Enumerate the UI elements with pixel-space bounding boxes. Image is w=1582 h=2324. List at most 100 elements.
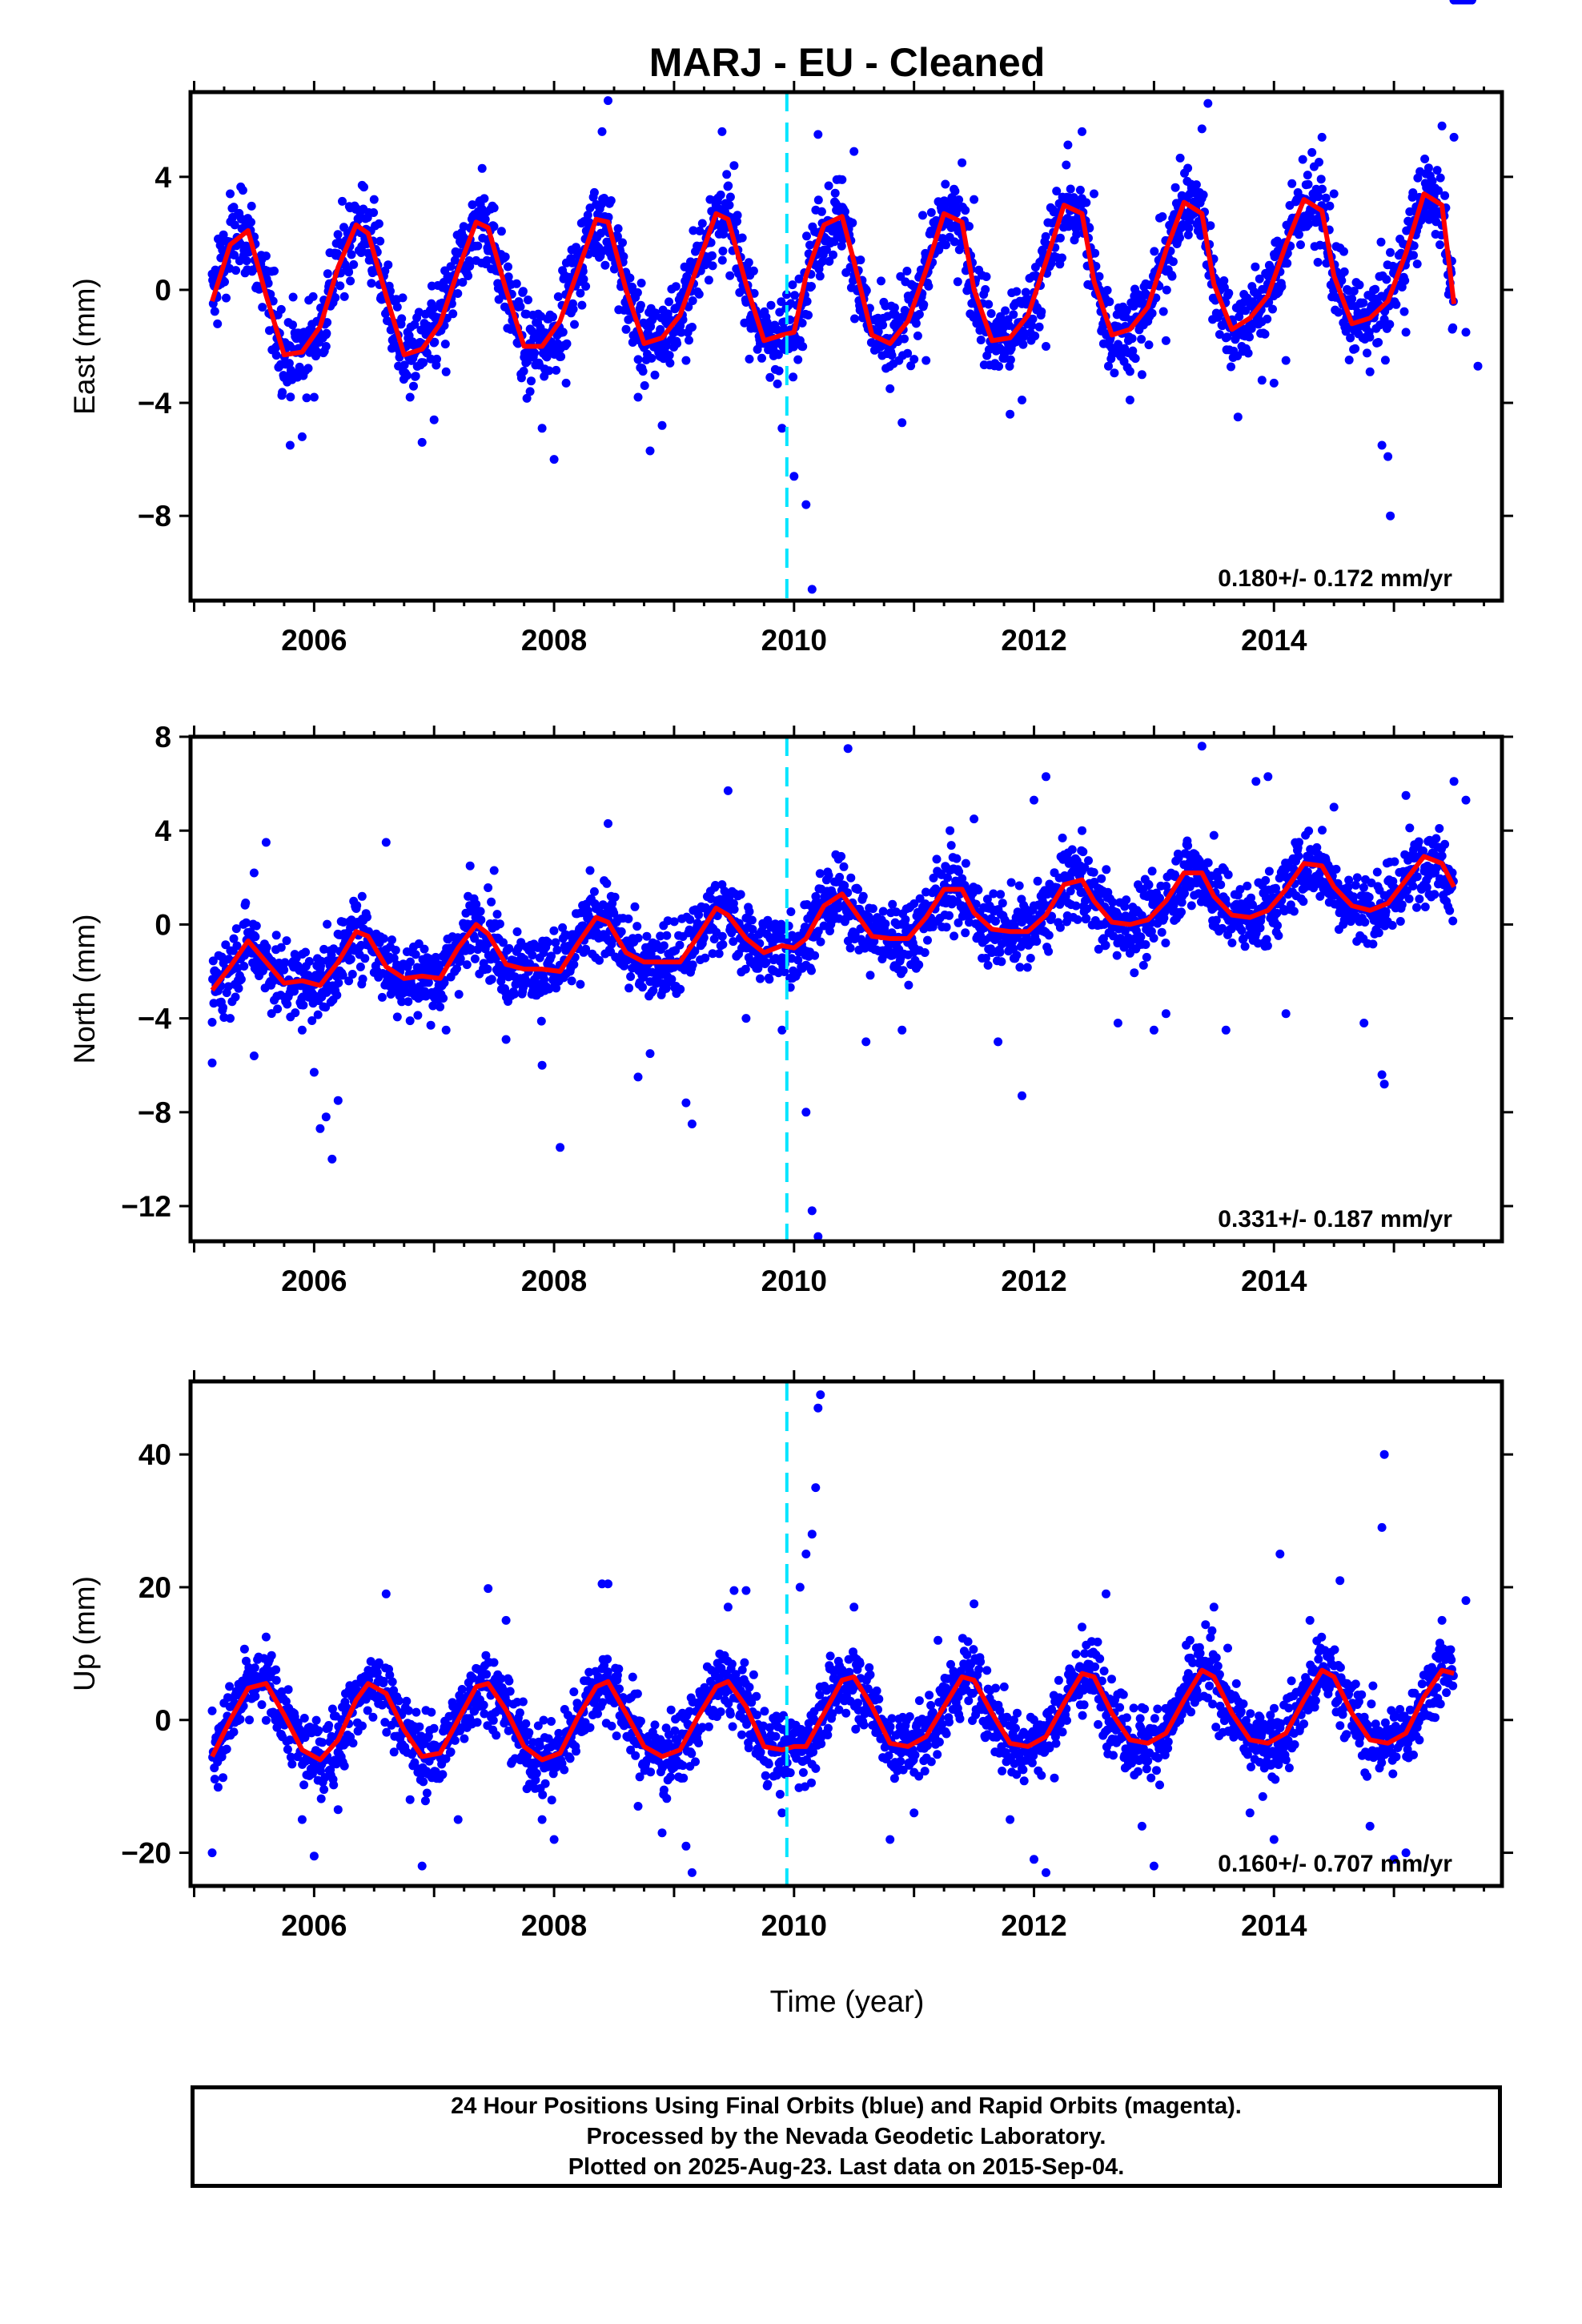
east-data-point	[1137, 370, 1146, 380]
east-data-point	[740, 318, 749, 328]
north-data-point	[405, 1016, 415, 1026]
east-data-point	[694, 289, 704, 299]
north-data-point	[338, 971, 347, 980]
east-data-point	[230, 251, 239, 259]
north-data-point	[824, 870, 833, 880]
east-data-point	[1183, 230, 1193, 239]
north-data-point	[251, 932, 260, 942]
north-data-point	[1359, 883, 1368, 892]
east-data-point	[375, 236, 385, 246]
east-data-point	[953, 277, 962, 287]
east-data-point	[725, 271, 735, 280]
east-data-point	[695, 226, 705, 235]
east-data-point	[1125, 396, 1134, 404]
east-data-point	[789, 372, 798, 382]
east-data-point	[1383, 452, 1393, 461]
east-data-point	[458, 278, 468, 287]
east-x-tick-label: 2010	[761, 624, 827, 657]
north-data-point	[1015, 963, 1025, 972]
east-data-point	[1473, 361, 1483, 371]
east-y-tick-label: 0	[155, 274, 171, 307]
east-data-point	[1380, 356, 1390, 365]
east-data-point	[496, 227, 506, 236]
east-data-point	[921, 356, 931, 365]
east-data-point	[518, 287, 528, 296]
north-data-point	[648, 986, 658, 995]
east-data-point	[1409, 251, 1418, 260]
east-data-point	[1287, 179, 1297, 188]
east-data-point	[1325, 201, 1335, 211]
north-data-point	[659, 941, 669, 951]
east-data-point	[773, 350, 783, 360]
east-data-point	[552, 365, 561, 375]
east-data-point	[1269, 378, 1279, 388]
north-data-point	[536, 1016, 546, 1026]
east-data-point	[430, 337, 440, 347]
east-data-point	[1317, 132, 1327, 142]
north-data-point	[299, 1000, 308, 1010]
east-data-point	[519, 367, 528, 376]
east-data-point	[500, 252, 510, 262]
east-data-point	[1385, 320, 1395, 329]
north-data-point	[510, 989, 520, 999]
north-data-point	[950, 931, 959, 941]
north-data-point	[630, 902, 640, 911]
north-data-point	[413, 1011, 423, 1020]
east-data-point	[1175, 153, 1185, 163]
north-data-point	[1329, 802, 1339, 812]
north-data-point	[786, 907, 796, 916]
east-data-point	[1409, 241, 1419, 251]
east-data-point	[322, 328, 331, 338]
east-data-point	[849, 147, 859, 156]
east-data-point	[1034, 322, 1044, 332]
east-data-point	[512, 279, 521, 288]
east-data-point	[1307, 147, 1317, 157]
north-data-point	[313, 1010, 323, 1019]
east-data-point	[900, 334, 909, 344]
east-data-point	[1168, 257, 1178, 267]
east-data-point	[302, 393, 311, 403]
east-data-point	[708, 251, 717, 260]
east-data-point	[745, 354, 754, 364]
east-data-point	[1268, 304, 1277, 314]
east-data-point	[782, 290, 791, 300]
north-data-point	[946, 826, 955, 835]
east-data-point	[331, 293, 340, 303]
north-data-point	[347, 970, 357, 979]
north-data-point	[1141, 940, 1150, 949]
east-data-point	[237, 215, 247, 224]
east-data-point	[789, 472, 799, 481]
east-data-point	[1082, 198, 1091, 207]
north-data-point	[1042, 772, 1050, 782]
east-data-point	[1408, 188, 1418, 198]
east-data-point	[1185, 189, 1195, 199]
north-data-point	[861, 1037, 871, 1047]
north-data-point	[1044, 947, 1054, 956]
east-data-point	[323, 269, 332, 279]
north-data-point	[1186, 901, 1196, 911]
north-data-point	[504, 943, 514, 953]
north-data-point	[835, 872, 845, 882]
east-data-point	[708, 261, 717, 271]
north-data-point	[816, 937, 825, 947]
east-data-point	[1377, 440, 1387, 450]
east-data-point	[942, 240, 950, 250]
east-data-point	[417, 437, 427, 447]
east-data-point	[1167, 271, 1177, 281]
east-data-point	[981, 285, 990, 294]
north-data-point	[1113, 1019, 1122, 1027]
north-data-point	[1078, 826, 1086, 835]
north-data-point	[242, 918, 251, 927]
north-data-point	[391, 946, 400, 955]
north-data-point	[291, 1008, 300, 1018]
east-data-point	[887, 351, 897, 360]
east-data-point	[1170, 183, 1180, 192]
north-data-point	[1461, 795, 1471, 805]
east-data-point	[1347, 294, 1357, 304]
east-data-point	[1334, 308, 1343, 317]
north-data-point	[995, 947, 1005, 957]
east-data-point	[1314, 192, 1323, 202]
north-data-point	[662, 931, 672, 940]
east-data-point	[1122, 305, 1131, 315]
north-data-point	[1251, 777, 1261, 786]
